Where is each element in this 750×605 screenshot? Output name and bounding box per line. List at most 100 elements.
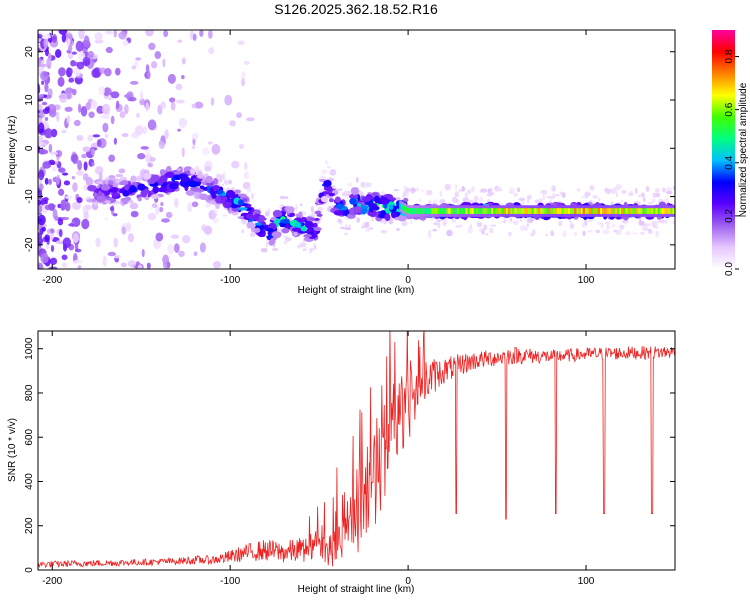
heatmap-band-core — [608, 208, 611, 214]
heatmap-noise-cell — [51, 34, 58, 44]
heatmap-haze-cell — [310, 205, 314, 213]
heatmap-ridge-cell — [314, 210, 322, 215]
heatmap-haze-cell — [356, 217, 361, 223]
heatmap-haze-cell — [544, 233, 549, 237]
heatmap-ridge-cell — [323, 185, 333, 192]
heatmap-haze-cell — [606, 223, 610, 230]
heatmap-haze-cell — [672, 220, 675, 225]
chart-title: S126.2025.362.18.52.R16 — [274, 1, 438, 17]
heatmap-band-core — [557, 208, 560, 214]
heatmap-haze-cell — [433, 222, 439, 226]
heatmap-band-core — [403, 205, 406, 212]
heatmap-noise-cell — [245, 117, 255, 122]
heatmap-ridge-cell — [328, 198, 334, 203]
heatmap-noise-cell — [177, 39, 183, 43]
heatmap-haze-cell — [521, 200, 525, 206]
heatmap-haze-cell — [480, 188, 488, 193]
heatmap-band-core — [422, 208, 426, 214]
heatmap-haze-cell — [672, 186, 675, 190]
heatmap-noise-cell — [64, 195, 73, 200]
heatmap-haze-cell — [485, 233, 489, 236]
heatmap-noise-cell — [94, 166, 104, 175]
heatmap-haze-cell — [416, 188, 419, 192]
heatmap-haze-cell — [509, 217, 513, 222]
heatmap-noise-cell — [135, 125, 144, 136]
heatmap-band-core — [619, 208, 622, 214]
heatmap-band-core — [567, 208, 571, 214]
heatmap-ridge-cell — [306, 217, 316, 222]
heatmap-noise-cell — [95, 237, 101, 248]
heatmap-noise-cell — [38, 169, 45, 181]
heatmap-band-core — [565, 208, 569, 214]
heatmap-ridge-cell — [129, 185, 136, 193]
heatmap-band-core — [439, 208, 443, 214]
heatmap-noise-cell — [164, 129, 169, 140]
heatmap-noise-cell — [147, 70, 151, 80]
heatmap-band-core — [444, 208, 447, 214]
heatmap-haze-cell — [324, 160, 329, 165]
heatmap-noise-cell — [80, 106, 88, 117]
snr-y-label: SNR (10 * v/v) — [7, 418, 18, 482]
heatmap-noise-cell — [128, 96, 137, 102]
heatmap-haze-cell — [477, 222, 483, 227]
heatmap-haze-cell — [602, 228, 610, 235]
heatmap-y-axis: 20 10 0 -10 -20 — [24, 46, 675, 252]
heatmap-noise-cell — [63, 180, 71, 186]
heatmap-noise-cell — [57, 218, 64, 226]
heatmap-noise-cell — [83, 35, 90, 46]
heatmap-noise-cell — [68, 223, 75, 227]
heatmap-haze-cell — [265, 242, 268, 248]
heatmap-haze-cell — [222, 214, 228, 217]
colorbar-tick-label: 0.6 — [724, 102, 735, 116]
heatmap-ridge-cell — [245, 213, 255, 220]
heatmap-ridge-cell — [300, 222, 305, 227]
heatmap-ridge-cell — [270, 217, 277, 221]
heatmap-band-core — [651, 208, 654, 214]
heatmap-haze-cell — [598, 198, 601, 201]
heatmap-noise-cell — [55, 240, 64, 245]
heatmap-noise-cell — [69, 68, 73, 75]
heatmap-noise-cell — [83, 211, 89, 221]
heatmap-noise-cell — [159, 206, 164, 213]
heatmap-noise-cell — [199, 242, 206, 253]
heatmap-haze-cell — [458, 188, 462, 193]
heatmap-noise-cell — [38, 141, 47, 148]
heatmap-noise-cell — [41, 101, 48, 106]
heatmap-noise-cell — [83, 161, 88, 171]
heatmap-noise-cell — [40, 70, 49, 81]
heatmap-ridge-cell — [130, 175, 137, 183]
heatmap-haze-cell — [584, 218, 588, 226]
heatmap-noise-cell — [167, 243, 175, 255]
heatmap-noise-cell — [38, 122, 45, 134]
heatmap-ridge-cell — [111, 192, 119, 198]
heatmap-haze-cell — [454, 191, 458, 197]
heatmap-haze-cell — [647, 202, 654, 205]
heatmap-noise-cell — [76, 170, 84, 176]
heatmap-noise-cell — [58, 188, 65, 196]
heatmap-ridge-cell — [353, 206, 362, 214]
heatmap-noise-cell — [77, 160, 83, 171]
heatmap-haze-cell — [643, 196, 646, 203]
heatmap-noise-cell — [113, 137, 117, 145]
heatmap-noise-cell — [158, 140, 165, 150]
heatmap-ridge-cell — [227, 190, 236, 199]
heatmap-ridge-cell — [374, 195, 380, 204]
heatmap-noise-cell — [114, 67, 121, 76]
heatmap-haze-cell — [508, 191, 515, 194]
heatmap-haze-cell — [341, 192, 346, 197]
heatmap-noise-cell — [90, 99, 98, 110]
heatmap-band-core — [631, 208, 635, 214]
heatmap-noise-cell — [118, 31, 127, 40]
heatmap-haze-cell — [326, 165, 331, 169]
heatmap-band-core — [495, 208, 498, 214]
heatmap-haze-cell — [344, 232, 349, 236]
heatmap-noise-cell — [131, 65, 137, 70]
heatmap-haze-cell — [469, 224, 472, 229]
heatmap-band-core — [591, 208, 594, 214]
heatmap-ridge-cell — [107, 180, 114, 186]
heatmap-noise-cell — [87, 50, 95, 59]
snr-x-tick-label: -200 — [42, 576, 62, 587]
heatmap-haze-cell — [340, 221, 343, 226]
heatmap-noise-cell — [57, 203, 62, 209]
heatmap-x-tick-label: -100 — [220, 275, 240, 286]
